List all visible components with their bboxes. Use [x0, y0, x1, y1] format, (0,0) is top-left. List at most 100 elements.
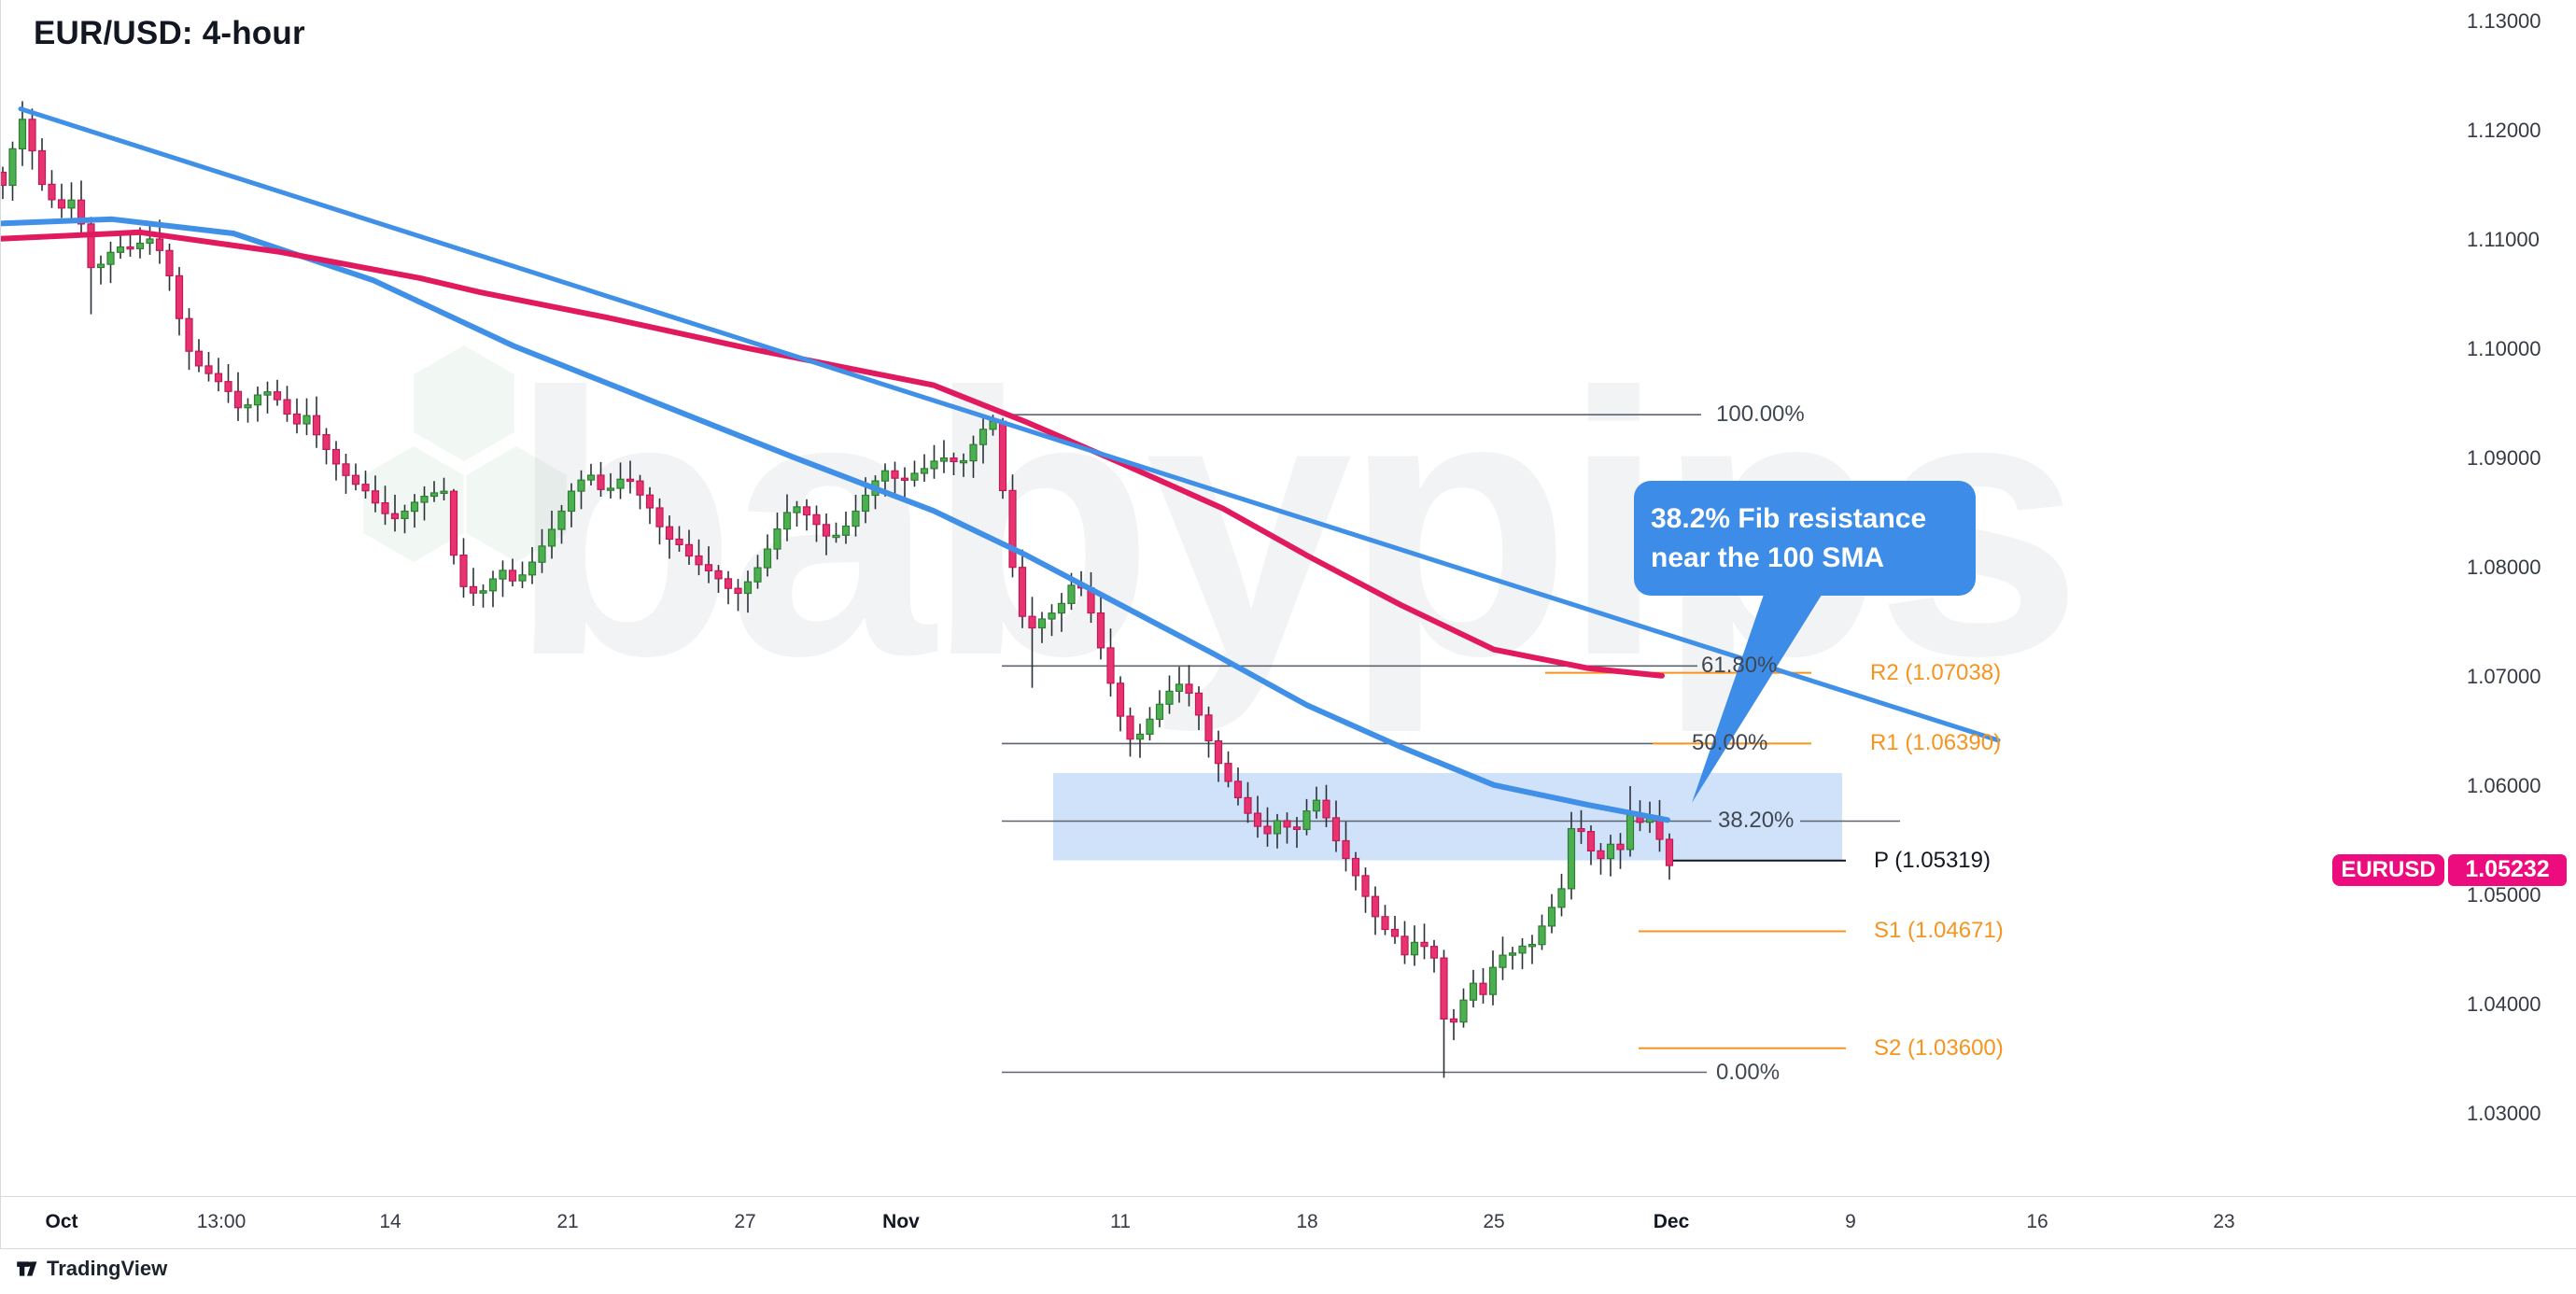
candle[interactable]	[920, 454, 929, 483]
candle[interactable]	[1538, 914, 1546, 950]
candle[interactable]	[852, 495, 860, 537]
candle[interactable]	[342, 454, 350, 494]
candle[interactable]	[1263, 807, 1272, 847]
candle[interactable]	[1567, 811, 1576, 900]
candle[interactable]	[1126, 707, 1134, 757]
candle[interactable]	[1106, 628, 1115, 697]
candle[interactable]	[322, 428, 331, 465]
candle[interactable]	[8, 141, 17, 201]
candle[interactable]	[1420, 923, 1429, 960]
candle[interactable]	[1302, 798, 1311, 836]
candle[interactable]	[1253, 795, 1262, 838]
candle[interactable]	[429, 481, 439, 502]
candle[interactable]	[57, 183, 66, 218]
candle[interactable]	[1547, 893, 1556, 934]
candle[interactable]	[743, 570, 753, 613]
candle[interactable]	[0, 166, 7, 200]
candle[interactable]	[1057, 593, 1066, 632]
candle[interactable]	[146, 221, 154, 255]
candle-series[interactable]	[0, 101, 1674, 1078]
candle[interactable]	[1322, 784, 1330, 827]
candle[interactable]	[1224, 751, 1232, 788]
candle[interactable]	[410, 494, 419, 528]
candle[interactable]	[1488, 950, 1498, 1006]
candle[interactable]	[1008, 474, 1017, 578]
candle[interactable]	[1429, 939, 1439, 973]
candle[interactable]	[499, 560, 507, 598]
candle[interactable]	[891, 461, 899, 496]
candle[interactable]	[577, 470, 585, 510]
candle[interactable]	[782, 494, 792, 542]
candle[interactable]	[1037, 612, 1047, 643]
candle[interactable]	[616, 462, 625, 499]
candle[interactable]	[978, 418, 988, 464]
candle[interactable]	[253, 387, 262, 422]
candle[interactable]	[753, 555, 762, 589]
candle[interactable]	[1390, 916, 1400, 944]
sma-line-200-sma[interactable]	[0, 229, 1665, 679]
candle[interactable]	[28, 108, 36, 170]
candle[interactable]	[67, 182, 76, 220]
candle[interactable]	[567, 483, 576, 527]
candle[interactable]	[1557, 873, 1566, 917]
candle[interactable]	[812, 505, 821, 542]
candle[interactable]	[1479, 968, 1487, 1004]
candle[interactable]	[371, 475, 380, 513]
candle[interactable]	[1028, 597, 1036, 688]
candle[interactable]	[1185, 665, 1193, 707]
candle[interactable]	[734, 579, 742, 612]
candle[interactable]	[939, 440, 949, 473]
candle[interactable]	[37, 138, 47, 191]
candle[interactable]	[96, 255, 106, 285]
candle[interactable]	[1469, 969, 1478, 1008]
candle[interactable]	[1146, 707, 1154, 741]
candle[interactable]	[538, 528, 546, 573]
candle[interactable]	[950, 452, 958, 475]
candle[interactable]	[1244, 781, 1252, 823]
candle[interactable]	[420, 485, 429, 521]
candle[interactable]	[1527, 935, 1537, 964]
candle[interactable]	[930, 444, 938, 479]
candle[interactable]	[1214, 730, 1223, 782]
candle[interactable]	[675, 526, 683, 553]
candle[interactable]	[900, 467, 909, 499]
candle[interactable]	[1351, 851, 1360, 891]
candle[interactable]	[547, 511, 556, 559]
candle[interactable]	[802, 499, 811, 531]
fib-resistance-zone[interactable]	[1053, 772, 1842, 861]
candle[interactable]	[292, 398, 302, 434]
candle[interactable]	[1342, 822, 1350, 872]
candle[interactable]	[18, 101, 27, 166]
candle[interactable]	[1283, 812, 1291, 844]
candle[interactable]	[479, 584, 487, 608]
candle[interactable]	[1616, 833, 1625, 869]
candle[interactable]	[763, 534, 772, 577]
candle[interactable]	[87, 217, 95, 315]
candle[interactable]	[459, 538, 468, 598]
candle[interactable]	[606, 472, 615, 499]
candle[interactable]	[488, 570, 498, 608]
candle[interactable]	[106, 241, 115, 284]
candle[interactable]	[1165, 675, 1174, 714]
candle[interactable]	[1518, 937, 1527, 970]
candle[interactable]	[1048, 604, 1056, 637]
candle[interactable]	[998, 417, 1007, 499]
candle[interactable]	[684, 529, 694, 566]
candle[interactable]	[194, 339, 204, 373]
trendline-line-descending-trendline[interactable]	[18, 106, 2001, 743]
candle[interactable]	[724, 570, 733, 605]
candle[interactable]	[351, 463, 360, 491]
candle[interactable]	[303, 398, 311, 436]
candle[interactable]	[244, 398, 252, 423]
candle[interactable]	[331, 441, 341, 481]
candle[interactable]	[390, 494, 400, 532]
candle[interactable]	[233, 372, 243, 421]
candle[interactable]	[1459, 988, 1468, 1028]
candle[interactable]	[655, 498, 664, 545]
candle[interactable]	[126, 232, 134, 257]
candle[interactable]	[586, 463, 596, 485]
candle[interactable]	[273, 379, 282, 406]
candle[interactable]	[841, 512, 851, 544]
candle[interactable]	[440, 477, 448, 500]
